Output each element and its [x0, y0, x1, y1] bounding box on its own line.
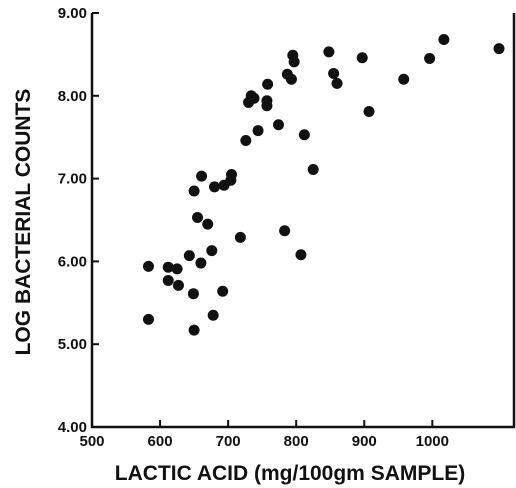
data-point	[363, 106, 375, 118]
data-point	[295, 249, 307, 261]
data-point	[248, 92, 260, 104]
data-point	[328, 67, 340, 79]
data-point	[171, 263, 183, 275]
data-point	[493, 43, 505, 55]
data-point	[162, 274, 174, 286]
data-point	[142, 313, 154, 325]
data-point	[188, 324, 200, 336]
data-point	[209, 181, 221, 193]
plot-frame	[90, 13, 516, 429]
data-point	[183, 250, 195, 262]
y-tick-label: 7.00	[58, 171, 87, 188]
data-point	[172, 279, 184, 291]
x-axis-title: LACTIC ACID (mg/100gm SAMPLE)	[115, 462, 465, 485]
data-point	[252, 125, 264, 137]
data-point	[331, 77, 343, 89]
data-point	[424, 53, 436, 65]
y-tick-label: 6.00	[58, 253, 87, 270]
data-point	[262, 78, 274, 90]
y-tick-label: 8.00	[58, 88, 87, 105]
data-point	[356, 52, 368, 64]
data-point	[398, 73, 410, 85]
data-point	[323, 46, 335, 58]
data-point	[217, 285, 229, 297]
data-point	[187, 288, 199, 300]
x-tick-label: 1000	[416, 433, 449, 450]
data-point	[288, 56, 300, 68]
data-point	[162, 261, 174, 273]
data-point	[438, 33, 450, 45]
data-point	[188, 185, 200, 197]
data-points	[142, 33, 505, 336]
data-point	[298, 129, 310, 141]
data-point	[261, 95, 273, 107]
data-point	[196, 170, 208, 182]
data-point	[240, 135, 252, 147]
y-axis-ticks: 4.00 5.00 6.00 7.00 8.00 9.00	[58, 5, 99, 436]
data-point	[234, 231, 246, 243]
data-point	[226, 168, 238, 180]
data-point	[272, 119, 284, 131]
data-point	[192, 212, 203, 224]
data-point	[195, 257, 207, 269]
y-tick-label: 5.00	[58, 336, 87, 353]
x-tick-label: 900	[352, 433, 377, 450]
data-point	[285, 73, 297, 85]
x-tick-label: 500	[79, 433, 104, 450]
x-axis-ticks: 500 600 700 800 900 1000	[79, 420, 449, 450]
data-point	[202, 218, 214, 230]
data-point	[206, 245, 218, 257]
x-tick-label: 700	[216, 433, 241, 450]
y-tick-label: 4.00	[58, 419, 87, 436]
y-axis-title: LOG BACTERIAL COUNTS	[12, 89, 35, 356]
data-point	[279, 225, 291, 237]
x-tick-label: 600	[148, 433, 173, 450]
data-point	[207, 309, 219, 321]
y-tick-label: 9.00	[58, 5, 87, 22]
x-tick-label: 800	[284, 433, 309, 450]
data-point	[307, 163, 319, 175]
data-point	[142, 260, 154, 272]
